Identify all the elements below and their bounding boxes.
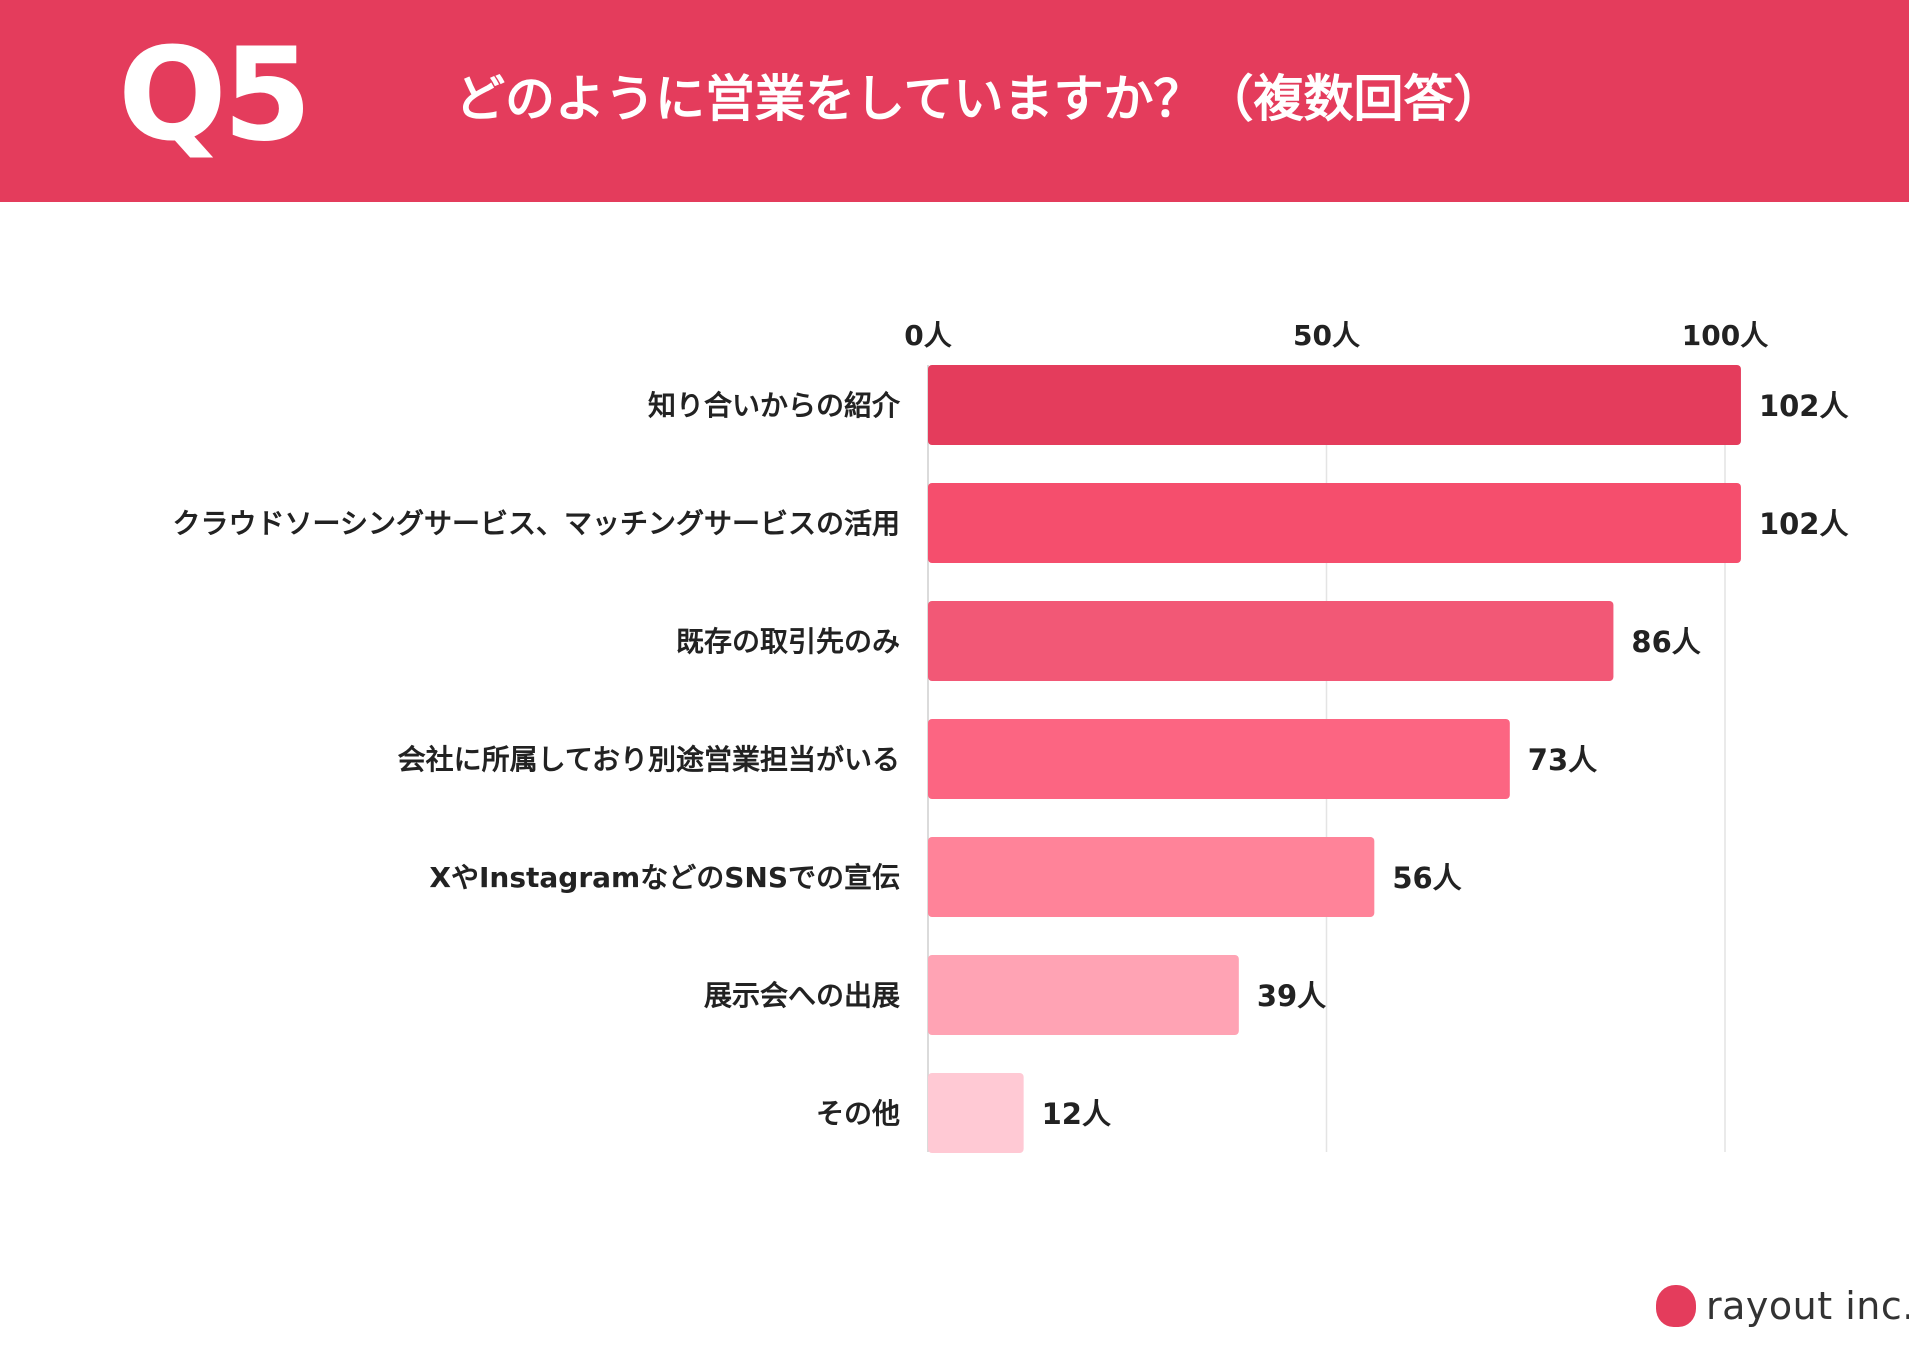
category-label: その他 — [816, 1097, 900, 1130]
question-title: どのように営業をしていますか？（複数回答） — [455, 70, 1504, 128]
value-label: 102人 — [1759, 507, 1849, 541]
value-label: 39人 — [1257, 979, 1326, 1013]
bar-6 — [928, 1073, 1024, 1153]
bar-0 — [928, 365, 1741, 445]
category-label: 知り合いからの紹介 — [648, 389, 901, 422]
category-label: 既存の取引先のみ — [676, 625, 900, 658]
category-label: クラウドソーシングサービス、マッチングサービスの活用 — [173, 507, 900, 540]
value-label: 12人 — [1042, 1097, 1111, 1131]
logo-text: rayout inc. — [1706, 1284, 1909, 1328]
x-tick-label: 100人 — [1682, 319, 1768, 352]
value-label: 86人 — [1631, 625, 1700, 659]
category-label: 展示会への出展 — [704, 979, 900, 1012]
category-label: 会社に所属しており別途営業担当がいる — [398, 743, 900, 776]
bar-4 — [928, 837, 1375, 917]
bar-5 — [928, 955, 1239, 1035]
brand-logo: rayout inc. — [1656, 1281, 1909, 1331]
header-banner: Q5 どのように営業をしていますか？（複数回答） — [0, 0, 1909, 202]
apple-logo-icon — [1656, 1285, 1696, 1327]
value-label: 73人 — [1528, 743, 1597, 777]
bar-2 — [928, 601, 1614, 681]
x-tick-label: 50人 — [1293, 319, 1360, 352]
value-label: 56人 — [1392, 861, 1461, 895]
category-label: XやInstagramなどのSNSでの宣伝 — [429, 861, 900, 894]
bar-1 — [928, 483, 1741, 563]
bar-3 — [928, 719, 1510, 799]
value-label: 102人 — [1759, 389, 1849, 423]
question-number: Q5 — [118, 21, 312, 170]
x-tick-label: 0人 — [904, 319, 951, 352]
